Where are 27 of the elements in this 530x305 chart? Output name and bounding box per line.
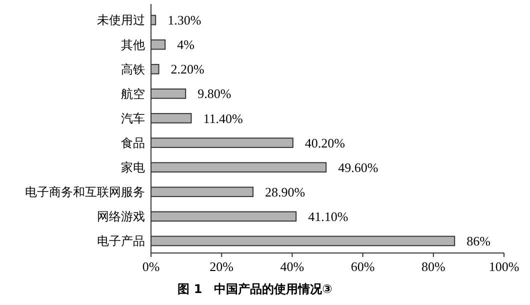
text: 图 1 中国产品的使用情况③ xyxy=(178,282,332,296)
data-label: 40.20% xyxy=(304,135,346,150)
x-tick-label: 80% xyxy=(421,259,446,274)
y-tick-label: 未使用过 xyxy=(97,13,145,28)
y-tick-label: 高铁 xyxy=(121,62,145,76)
data-label: 9.80% xyxy=(198,86,232,102)
data-label: 1.30% xyxy=(168,12,202,28)
x-tick-label: 0% xyxy=(142,259,160,274)
y-tick-label: 食品 xyxy=(121,136,145,150)
data-label: 4% xyxy=(177,37,195,52)
data-label: 2.20% xyxy=(170,62,205,77)
x-tick-label: 100% xyxy=(488,259,520,274)
data-label: 49.60% xyxy=(338,160,378,175)
y-tick-label: 电子商务和互联网服务 xyxy=(25,185,145,200)
y-tick-label: 网络游戏 xyxy=(97,210,145,224)
data-label: 28.90% xyxy=(265,184,306,200)
x-tick-label: 20% xyxy=(210,259,234,274)
y-tick-label: 其他 xyxy=(121,38,145,52)
x-tick-label: 40% xyxy=(280,259,304,274)
data-label: 86% xyxy=(466,234,491,249)
y-tick-label: 家电 xyxy=(121,160,145,175)
data-label: 41.10% xyxy=(308,208,348,224)
y-tick-label: 汽车 xyxy=(121,111,145,126)
x-tick-label: 60% xyxy=(350,259,375,274)
y-tick-label: 航空 xyxy=(121,86,145,101)
y-tick-label: 电子产品 xyxy=(97,234,145,248)
data-label: 11.40% xyxy=(203,110,244,126)
